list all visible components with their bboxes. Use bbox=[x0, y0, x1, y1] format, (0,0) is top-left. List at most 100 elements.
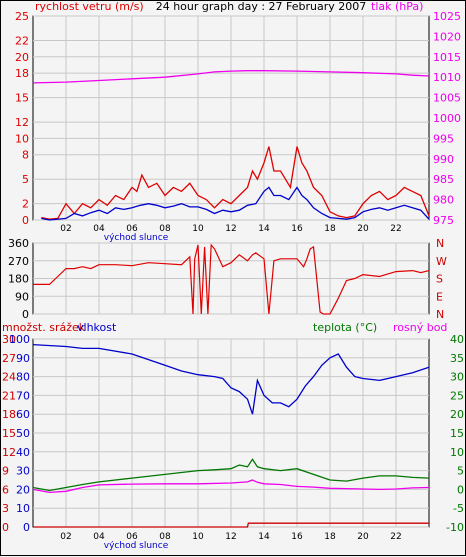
tick-label: 90 bbox=[15, 290, 29, 303]
tick-label: 20 bbox=[15, 51, 29, 64]
tick-label: 22 bbox=[390, 532, 401, 542]
tick-label: 1010 bbox=[433, 71, 461, 84]
tick-label: 10 bbox=[450, 446, 464, 459]
tick-label: 15 bbox=[450, 427, 464, 440]
tick-label: 0 bbox=[22, 308, 29, 321]
tick-label: 16 bbox=[291, 532, 303, 542]
direction-line bbox=[33, 243, 430, 315]
humidity-label: vlhkost bbox=[77, 321, 117, 334]
tick-label: 9 bbox=[2, 465, 9, 478]
tick-label: 15 bbox=[15, 92, 29, 105]
tick-label: 20 bbox=[450, 408, 464, 421]
series-line-2 bbox=[32, 70, 430, 84]
tick-label: 12 bbox=[225, 532, 236, 542]
tick-label: 975 bbox=[433, 214, 454, 227]
pressure-axis: 975 980 985 990 995 1000 1005 1010 1015 1020 1025 bbox=[433, 10, 461, 227]
tick-label: 02 bbox=[60, 532, 71, 542]
tick-label: 1020 bbox=[433, 30, 461, 43]
tick-label: 10 bbox=[192, 532, 204, 542]
wind-speed-label: rychlost vetru (m/s) bbox=[35, 1, 144, 13]
tick-label: 21 bbox=[2, 389, 16, 402]
humidity-temperature-panel: množst. srážek vlhkost teplota (°C) rosn… bbox=[2, 321, 464, 551]
tick-label: 12 bbox=[2, 446, 16, 459]
tick-label: 20 bbox=[16, 483, 30, 496]
tick-label: 04 bbox=[93, 532, 105, 542]
tick-label: 270 bbox=[8, 255, 29, 268]
tick-label: 12 bbox=[15, 116, 29, 129]
tick-label: 40 bbox=[16, 446, 30, 459]
temperature-label: teplota (°C) bbox=[313, 321, 377, 334]
tick-label: 18 bbox=[324, 224, 336, 234]
series-line-1 bbox=[32, 458, 430, 492]
tick-label: 980 bbox=[433, 194, 454, 207]
panel2-grid bbox=[33, 242, 429, 315]
chart-title: 24 hour graph day : 27 February 2007 bbox=[156, 1, 367, 13]
tick-label: 990 bbox=[433, 153, 454, 166]
tick-label: 70 bbox=[16, 389, 30, 402]
series-line-1 bbox=[41, 186, 430, 221]
tick-label: 35 bbox=[450, 352, 464, 365]
tick-label: N bbox=[436, 308, 444, 321]
tick-label: 1005 bbox=[433, 92, 461, 105]
tick-label: 2 bbox=[22, 198, 29, 211]
pressure-label: tlak (hPa) bbox=[371, 1, 423, 13]
tick-label: 16 bbox=[291, 224, 303, 234]
dewpoint-label: rosný bod bbox=[393, 321, 447, 334]
tick-label: 18 bbox=[2, 408, 16, 421]
series-line-2 bbox=[32, 479, 430, 494]
tick-label: 08 bbox=[159, 532, 171, 542]
tick-label: 50 bbox=[16, 427, 30, 440]
panel3-series bbox=[32, 343, 430, 528]
direction-degrees-axis: 360 270 180 90 0 bbox=[8, 237, 29, 321]
tick-label: 27 bbox=[2, 352, 16, 365]
tick-label: 20 bbox=[357, 532, 369, 542]
tick-label: 24 bbox=[2, 371, 16, 384]
humidity-axis: 0 10 20 30 40 50 60 70 80 90 100 bbox=[9, 333, 30, 534]
tick-label: 0 bbox=[23, 521, 30, 534]
tick-label: 6 bbox=[2, 483, 9, 496]
series-line-0 bbox=[41, 146, 430, 220]
tick-label: 995 bbox=[433, 132, 454, 145]
tick-label: 1000 bbox=[433, 112, 461, 125]
tick-label: 30 bbox=[450, 371, 464, 384]
tick-label: S bbox=[436, 273, 443, 286]
panel1-x-axis: 02 04 06 08 10 12 14 16 18 20 22 bbox=[60, 224, 401, 234]
tick-label: 30 bbox=[16, 465, 30, 478]
tick-label: 90 bbox=[16, 352, 30, 365]
tick-label: 02 bbox=[60, 224, 71, 234]
tick-label: 40 bbox=[450, 333, 464, 346]
temperature-axis: -10 -5 0 5 10 15 20 25 30 35 40 bbox=[446, 333, 464, 534]
panel2-series bbox=[33, 243, 430, 315]
tick-label: 10 bbox=[15, 132, 29, 145]
tick-label: 60 bbox=[16, 408, 30, 421]
tick-label: 12 bbox=[225, 224, 236, 234]
tick-label: 08 bbox=[159, 224, 171, 234]
series-line-3 bbox=[33, 522, 429, 528]
precip-label: množst. srážek bbox=[2, 321, 86, 334]
tick-label: 22 bbox=[390, 224, 401, 234]
tick-label: 15 bbox=[2, 427, 16, 440]
tick-label: 0 bbox=[457, 483, 464, 496]
tick-label: 0 bbox=[2, 521, 9, 534]
tick-label: 10 bbox=[192, 224, 204, 234]
series-line-0 bbox=[32, 343, 430, 415]
tick-label: 22 bbox=[15, 34, 29, 47]
tick-label: 8 bbox=[22, 149, 29, 162]
tick-label: E bbox=[436, 290, 443, 303]
tick-label: 14 bbox=[258, 224, 270, 234]
tick-label: -5 bbox=[453, 502, 464, 515]
tick-label: 25 bbox=[450, 389, 464, 402]
precip-axis: 0 3 6 9 12 15 18 21 24 27 30 bbox=[2, 333, 16, 534]
tick-label: N bbox=[436, 237, 444, 250]
panel1-series bbox=[32, 70, 430, 221]
tick-label: 06 bbox=[126, 224, 138, 234]
tick-label: 04 bbox=[93, 224, 105, 234]
tick-label: 80 bbox=[16, 371, 30, 384]
tick-label: 25 bbox=[15, 10, 29, 23]
tick-label: 5 bbox=[22, 173, 29, 186]
